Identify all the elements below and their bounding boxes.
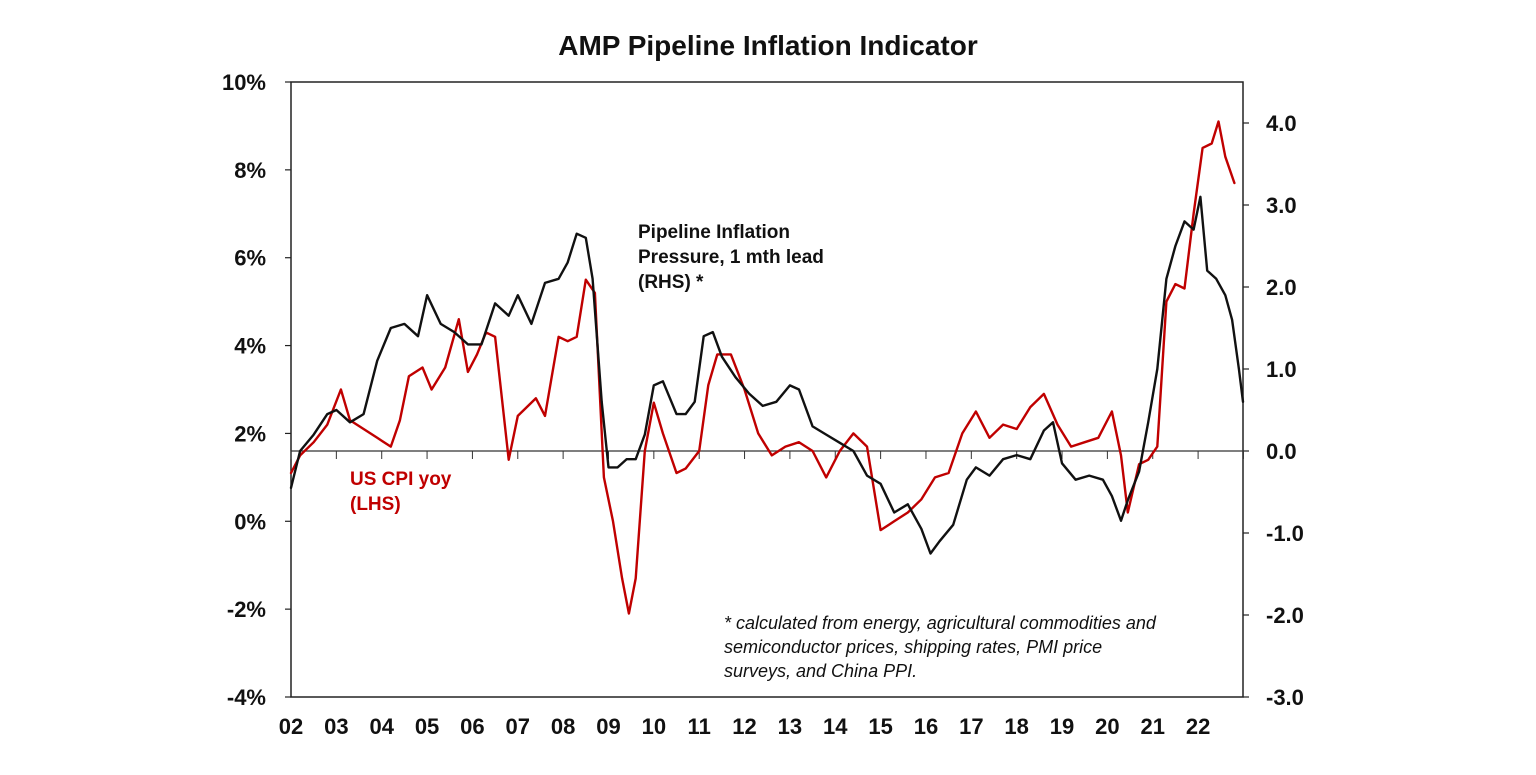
- pipeline-label-line-1: Pipeline Inflation: [638, 222, 790, 243]
- right-tick-label: -2.0: [1266, 603, 1304, 628]
- x-tick-label: 02: [279, 714, 303, 739]
- pipeline-label-line-3: (RHS) *: [638, 272, 704, 293]
- pipeline-label-line-2: Pressure, 1 mth lead: [638, 247, 824, 268]
- x-tick-label: 19: [1050, 714, 1074, 739]
- x-tick-label: 20: [1095, 714, 1119, 739]
- x-tick-label: 17: [959, 714, 983, 739]
- cpi-label-line-1: US CPI yoy: [350, 469, 452, 490]
- x-tick-label: 16: [914, 714, 938, 739]
- x-tick-label: 13: [778, 714, 802, 739]
- x-tick-label: 21: [1141, 714, 1165, 739]
- right-tick-label: 0.0: [1266, 439, 1297, 464]
- right-tick-label: 3.0: [1266, 193, 1297, 218]
- chart-title: AMP Pipeline Inflation Indicator: [558, 30, 978, 61]
- x-tick-label: 06: [460, 714, 484, 739]
- footnote-line-2: semiconductor prices, shipping rates, PM…: [724, 637, 1102, 657]
- footnote-line-1: * calculated from energy, agricultural c…: [724, 613, 1157, 633]
- left-tick-label: 10%: [222, 70, 266, 95]
- left-axis-ticks: 10% 8% 6% 4% 2% 0% -2% -4%: [222, 70, 291, 710]
- right-tick-label: -3.0: [1266, 685, 1304, 710]
- x-tick-label: 04: [369, 714, 394, 739]
- x-tick-label: 08: [551, 714, 575, 739]
- cpi-label-line-2: (LHS): [350, 494, 401, 515]
- x-tick-label: 10: [642, 714, 666, 739]
- left-tick-label: 4%: [234, 334, 266, 359]
- x-axis-ticks: 02 03 04 05 06 07 08 09 10 11 12 13 14 15 16 17 18 19 20 21…: [279, 451, 1244, 739]
- left-tick-label: 0%: [234, 509, 266, 534]
- series-layer: [289, 120, 1245, 615]
- x-tick-label: 14: [823, 714, 848, 739]
- x-tick-label: 12: [732, 714, 756, 739]
- right-tick-label: 1.0: [1266, 357, 1297, 382]
- x-tick-label: 07: [506, 714, 530, 739]
- right-tick-label: -1.0: [1266, 521, 1304, 546]
- us-cpi-line: [289, 120, 1236, 615]
- pipeline-inflation-line: [289, 195, 1245, 555]
- right-tick-label: 2.0: [1266, 275, 1297, 300]
- right-axis-ticks: 4.0 3.0 2.0 1.0 0.0 -1.0 -2.0 -3.0: [1243, 111, 1304, 710]
- left-tick-label: -2%: [227, 597, 266, 622]
- plot-area: [290, 81, 1244, 698]
- x-tick-label: 18: [1004, 714, 1028, 739]
- left-tick-label: 8%: [234, 158, 266, 183]
- x-tick-label: 05: [415, 714, 439, 739]
- pipeline-series-label: Pipeline Inflation Pressure, 1 mth lead …: [638, 222, 829, 293]
- left-tick-label: 2%: [234, 421, 266, 446]
- x-tick-label: 22: [1186, 714, 1210, 739]
- x-tick-label: 09: [596, 714, 620, 739]
- cpi-series-label: US CPI yoy (LHS): [350, 469, 457, 515]
- right-tick-label: 4.0: [1266, 111, 1297, 136]
- footnote-line-3: surveys, and China PPI.: [724, 661, 917, 681]
- footnote: * calculated from energy, agricultural c…: [724, 613, 1161, 681]
- x-tick-label: 11: [688, 714, 711, 739]
- x-tick-label: 03: [324, 714, 348, 739]
- left-tick-label: 6%: [234, 246, 266, 271]
- x-tick-label: 15: [868, 714, 892, 739]
- left-tick-label: -4%: [227, 685, 266, 710]
